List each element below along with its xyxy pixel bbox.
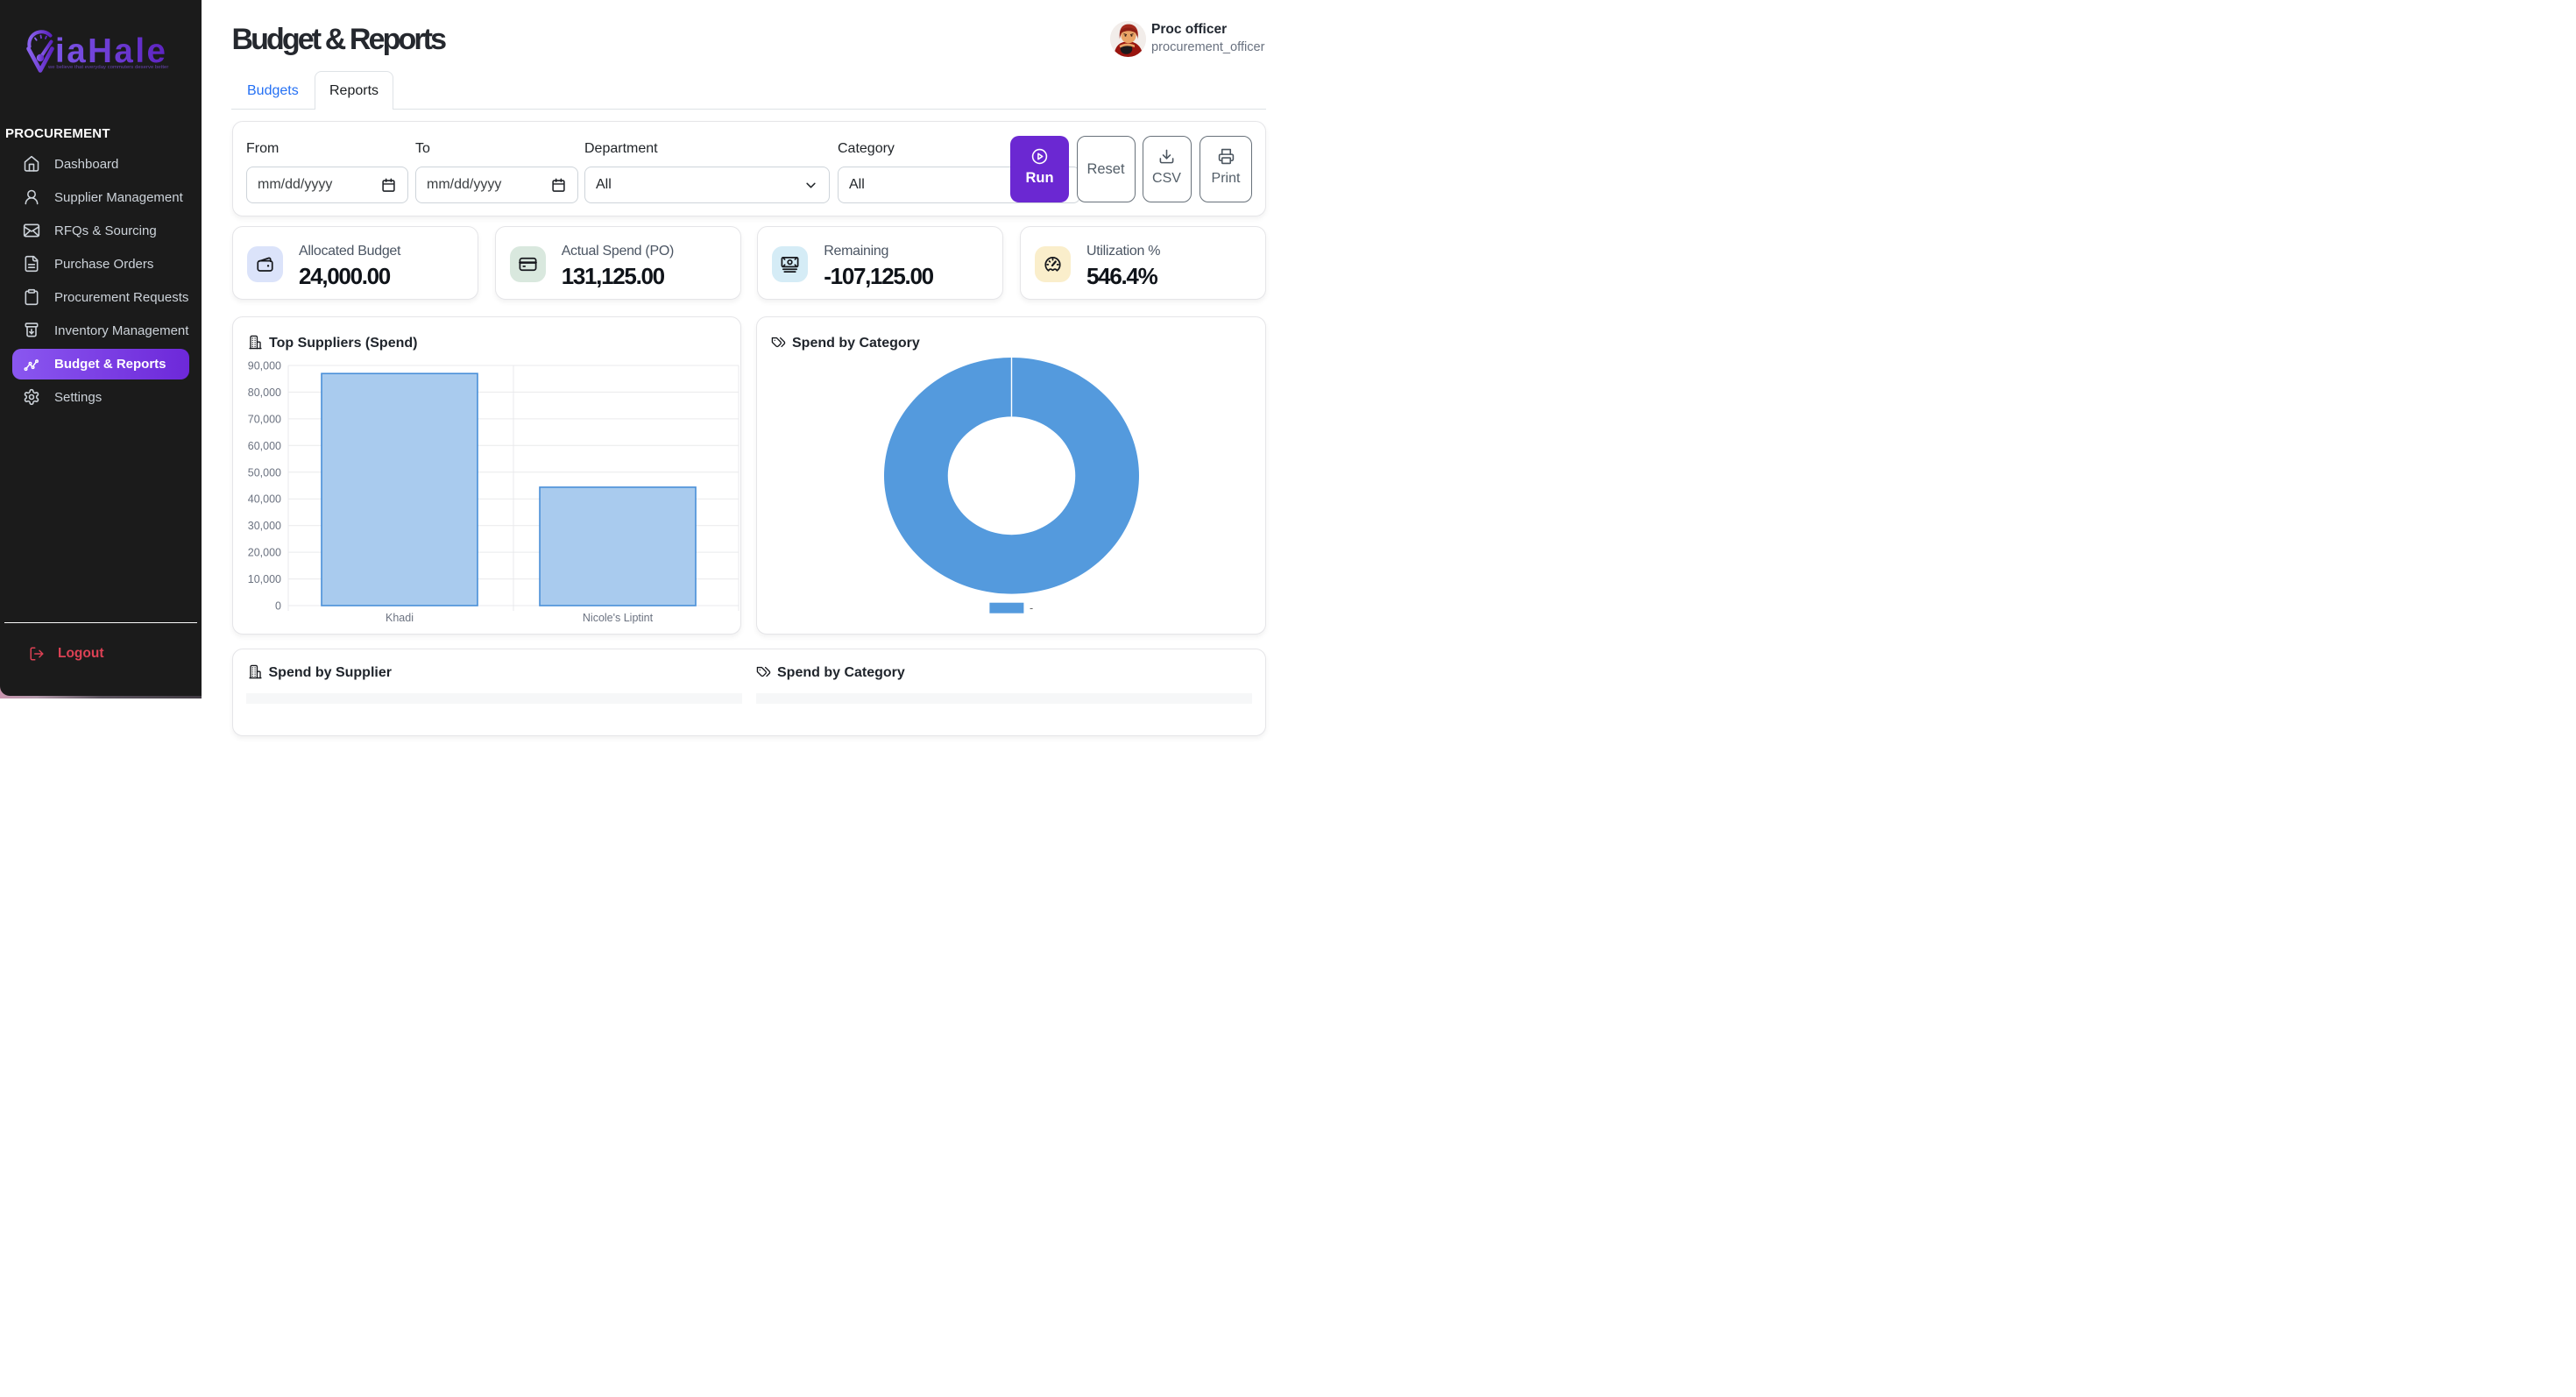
svg-text:0: 0 [275, 600, 281, 613]
svg-text:90,000: 90,000 [248, 360, 281, 372]
svg-text:-: - [1030, 602, 1033, 614]
svg-text:20,000: 20,000 [248, 547, 281, 559]
svg-text:10,000: 10,000 [248, 573, 281, 585]
svg-text:30,000: 30,000 [248, 520, 281, 532]
svg-text:60,000: 60,000 [248, 440, 281, 452]
svg-text:50,000: 50,000 [248, 466, 281, 479]
svg-text:iaHale: iaHale [55, 32, 167, 70]
svg-text:40,000: 40,000 [248, 493, 281, 506]
svg-text:Nicole's Liptint: Nicole's Liptint [583, 612, 654, 624]
svg-text:80,000: 80,000 [248, 386, 281, 399]
svg-text:Khadi: Khadi [386, 612, 414, 624]
svg-text:70,000: 70,000 [248, 413, 281, 425]
